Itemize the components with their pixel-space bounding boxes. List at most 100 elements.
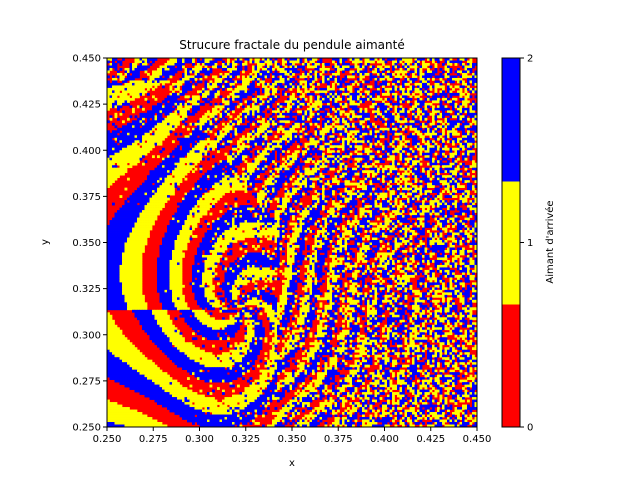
heatmap-cell xyxy=(397,132,400,136)
heatmap-cell xyxy=(327,102,330,106)
heatmap-cell xyxy=(349,92,353,96)
heatmap-cell xyxy=(452,170,455,174)
heatmap-cell xyxy=(384,110,388,114)
heatmap-cell xyxy=(194,77,198,81)
heatmap-cell xyxy=(247,182,250,186)
heatmap-cell xyxy=(322,130,325,134)
heatmap-cell xyxy=(324,142,328,146)
heatmap-cell xyxy=(234,92,238,96)
heatmap-cell xyxy=(212,117,215,121)
heatmap-cell xyxy=(389,72,393,76)
heatmap-cell xyxy=(142,140,145,144)
heatmap-cell xyxy=(397,72,400,76)
heatmap-cell xyxy=(432,172,435,176)
heatmap-cell xyxy=(262,80,265,84)
heatmap-cell xyxy=(234,152,238,156)
heatmap-cell xyxy=(227,100,230,104)
heatmap-cell xyxy=(374,140,378,144)
heatmap-cell xyxy=(272,77,275,81)
heatmap-cell xyxy=(114,105,118,109)
heatmap-cell xyxy=(107,182,110,186)
heatmap-cell xyxy=(154,110,158,114)
heatmap-cell xyxy=(227,155,230,159)
heatmap-cell xyxy=(297,87,300,91)
heatmap-cell xyxy=(454,115,458,119)
heatmap-cell xyxy=(302,157,305,161)
heatmap-cell xyxy=(242,127,245,131)
heatmap-cell xyxy=(362,160,365,164)
heatmap-cell xyxy=(439,175,443,179)
heatmap-cell xyxy=(337,67,340,71)
heatmap-cell xyxy=(267,100,270,104)
heatmap-cell xyxy=(442,130,445,134)
heatmap-cell xyxy=(327,97,330,101)
heatmap-cell xyxy=(469,135,473,139)
heatmap-cell xyxy=(214,75,218,79)
heatmap-cell xyxy=(394,95,398,99)
heatmap-cell xyxy=(474,107,478,111)
heatmap-cell xyxy=(252,117,255,121)
heatmap-cell xyxy=(179,152,183,156)
heatmap-cell xyxy=(167,102,170,106)
heatmap-cell xyxy=(172,95,175,99)
heatmap-cell xyxy=(247,175,250,179)
heatmap-cell xyxy=(279,102,283,106)
heatmap-cell xyxy=(149,137,153,141)
heatmap-cell xyxy=(177,120,180,124)
heatmap-cell xyxy=(207,70,210,74)
heatmap-cell xyxy=(302,175,305,179)
heatmap-cell xyxy=(167,97,170,101)
heatmap-cell xyxy=(167,125,170,129)
heatmap-cell xyxy=(427,132,430,136)
heatmap-cell xyxy=(112,60,115,64)
heatmap-cell xyxy=(159,137,163,141)
heatmap-cell xyxy=(177,122,180,126)
heatmap-cell xyxy=(182,147,185,151)
heatmap-cell xyxy=(264,72,268,76)
heatmap-cell xyxy=(124,125,128,129)
heatmap-cell xyxy=(349,170,353,174)
heatmap-cell xyxy=(229,82,233,86)
heatmap-cell xyxy=(464,150,468,154)
heatmap-cell xyxy=(357,72,360,76)
heatmap-cell xyxy=(307,177,310,181)
heatmap-cell xyxy=(174,117,178,121)
heatmap-cell xyxy=(389,90,393,94)
heatmap-cell xyxy=(207,172,210,176)
heatmap-cell xyxy=(397,107,400,111)
heatmap-cell xyxy=(114,137,118,141)
heatmap-cell xyxy=(409,90,413,94)
heatmap-cell xyxy=(444,147,448,151)
heatmap-cell xyxy=(327,75,330,79)
heatmap-cell xyxy=(364,155,368,159)
heatmap-cell xyxy=(357,130,360,134)
heatmap-cell xyxy=(259,102,263,106)
heatmap-cell xyxy=(274,120,278,124)
heatmap-cell xyxy=(464,97,468,101)
heatmap-cell xyxy=(157,75,160,79)
heatmap-cell xyxy=(197,58,200,61)
heatmap-cell xyxy=(274,145,278,149)
heatmap-cell xyxy=(337,82,340,86)
heatmap-cell xyxy=(372,175,375,179)
heatmap-cell xyxy=(452,162,455,166)
heatmap-cell xyxy=(162,80,165,84)
heatmap-cell xyxy=(149,142,153,146)
heatmap-cell xyxy=(207,112,210,116)
heatmap-cell xyxy=(457,122,460,126)
heatmap-cell xyxy=(297,180,300,184)
heatmap-cell xyxy=(412,112,415,116)
heatmap-cell xyxy=(472,115,475,119)
heatmap-cell xyxy=(444,120,448,124)
heatmap-cell xyxy=(452,107,455,111)
heatmap-cell xyxy=(134,132,138,136)
heatmap-cell xyxy=(412,107,415,111)
heatmap-cell xyxy=(219,165,223,169)
heatmap-cell xyxy=(129,130,133,134)
heatmap-cell xyxy=(297,102,300,106)
heatmap-cell xyxy=(259,167,263,171)
heatmap-cell xyxy=(194,65,198,69)
heatmap-cell xyxy=(117,155,120,159)
heatmap-cell xyxy=(332,87,335,91)
heatmap-cell xyxy=(129,90,133,94)
